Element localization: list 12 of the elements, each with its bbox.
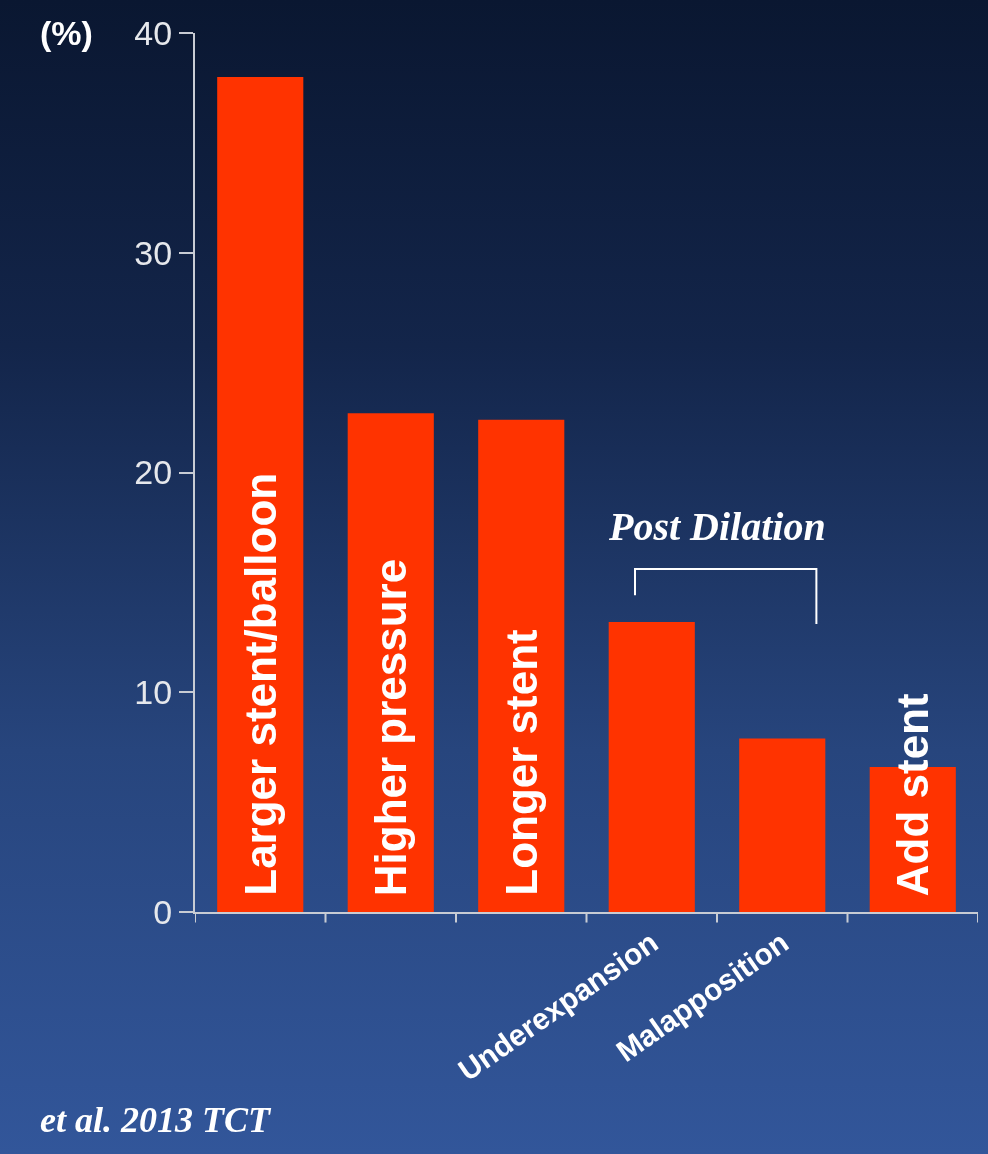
x-tick-label: Longer stent	[496, 628, 546, 896]
x-tick-label: Higher pressure	[366, 558, 416, 897]
annotation: Post Dilation	[608, 504, 826, 549]
y-tick-label: 10	[134, 673, 173, 712]
y-tick-label: 0	[153, 892, 173, 931]
y-axis-title: (%)	[40, 14, 93, 52]
y-tick-label: 30	[134, 233, 173, 272]
x-tick-label: Add stent	[888, 693, 938, 897]
y-tick-label: 20	[134, 453, 173, 492]
text: et al. 2013 TCT	[40, 1100, 272, 1140]
y-tick-label: 40	[134, 13, 173, 52]
x-tick-label: Larger stent/balloon	[235, 472, 285, 896]
